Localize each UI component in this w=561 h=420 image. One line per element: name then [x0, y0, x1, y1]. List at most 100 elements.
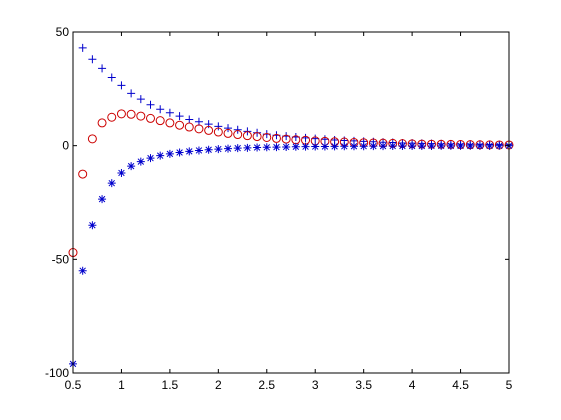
data-point-asterisk [78, 266, 87, 275]
data-point-asterisk [475, 141, 484, 150]
data-point-asterisk [98, 195, 107, 204]
data-point-plus [78, 43, 87, 52]
data-point-asterisk [146, 154, 155, 163]
data-point-asterisk [194, 146, 203, 155]
data-point-circle [204, 125, 214, 135]
data-point-asterisk [379, 142, 388, 151]
data-point-plus [320, 135, 329, 144]
data-point-asterisk [282, 142, 291, 151]
data-point-circle [213, 127, 223, 137]
data-point-asterisk [388, 142, 397, 151]
data-point-asterisk [446, 141, 455, 150]
data-point-plus [88, 55, 97, 64]
data-point-plus [136, 95, 145, 104]
axes-box [72, 31, 510, 374]
data-point-circle [252, 132, 262, 142]
data-point-asterisk [88, 221, 97, 230]
y-tick-label: -50 [52, 252, 70, 266]
x-tick-label: 3 [312, 378, 319, 392]
data-point-asterisk [204, 145, 213, 154]
x-tick-label: 0.5 [65, 378, 82, 392]
y-tick-label: 50 [56, 25, 70, 39]
data-point-asterisk [185, 147, 194, 156]
data-point-plus [165, 108, 174, 117]
data-point-circle [165, 118, 175, 128]
data-point-asterisk [224, 144, 233, 153]
x-tick-label: 4.5 [452, 378, 469, 392]
data-point-plus [127, 89, 136, 98]
data-point-circle [194, 124, 204, 134]
data-point-circle [233, 130, 243, 140]
data-point-asterisk [243, 143, 252, 152]
data-point-asterisk [417, 141, 426, 150]
data-point-asterisk [398, 142, 407, 151]
data-point-asterisk [349, 142, 358, 151]
data-point-asterisk [437, 141, 446, 150]
data-point-circle [223, 128, 233, 138]
axis-ticks: 0.5 1 1.5 2 2.5 3 3.5 4 4.5 5 -100 -50 0 50 [45, 25, 513, 392]
data-point-asterisk [127, 162, 136, 171]
data-point-plus [107, 73, 116, 82]
data-point-plus [185, 115, 194, 124]
data-point-asterisk [253, 143, 262, 152]
data-point-asterisk [107, 179, 116, 188]
data-point-asterisk [408, 141, 417, 150]
x-tick-label: 5 [506, 378, 513, 392]
data-point-asterisk [456, 141, 465, 150]
data-point-circle [271, 133, 281, 143]
data-point-plus [311, 134, 320, 143]
data-point-plus [301, 133, 310, 142]
data-point-asterisk [495, 141, 504, 150]
series-2-asterisk-markers [69, 141, 513, 368]
data-point-asterisk [359, 142, 368, 151]
x-tick-label: 1 [118, 378, 125, 392]
data-point-plus [175, 112, 184, 121]
data-point-plus [146, 100, 155, 109]
data-point-circle [97, 118, 107, 128]
data-point-asterisk [214, 145, 223, 154]
data-point-asterisk [427, 141, 436, 150]
data-point-plus [224, 124, 233, 133]
data-point-asterisk [156, 151, 165, 160]
data-point-circle [136, 111, 146, 121]
data-point-asterisk [117, 168, 126, 177]
data-point-asterisk [466, 141, 475, 150]
data-point-plus [117, 81, 126, 90]
x-tick-label: 2.5 [258, 378, 275, 392]
x-tick-label: 3.5 [355, 378, 372, 392]
data-point-circle [146, 113, 156, 123]
data-point-asterisk [262, 143, 271, 152]
data-point-asterisk [136, 157, 145, 166]
data-point-circle [116, 109, 126, 119]
data-markers [68, 43, 514, 368]
data-point-asterisk [340, 142, 349, 151]
data-point-asterisk [320, 142, 329, 151]
data-point-asterisk [175, 148, 184, 157]
y-tick-label: -100 [45, 366, 69, 380]
data-point-asterisk [330, 142, 339, 151]
data-point-asterisk [233, 144, 242, 153]
data-point-plus [233, 125, 242, 134]
data-point-circle [78, 169, 88, 179]
data-point-circle [87, 134, 97, 144]
x-tick-label: 1.5 [162, 378, 179, 392]
data-point-asterisk [311, 142, 320, 151]
data-point-plus [98, 64, 107, 73]
data-point-circle [262, 132, 272, 142]
data-point-plus [156, 105, 165, 114]
data-point-plus [214, 122, 223, 131]
data-point-circle [242, 131, 252, 141]
x-tick-label: 4 [409, 378, 416, 392]
data-point-asterisk [272, 143, 281, 152]
data-point-asterisk [301, 142, 310, 151]
data-point-asterisk [369, 142, 378, 151]
data-point-circle [155, 116, 165, 126]
data-point-asterisk [291, 142, 300, 151]
data-point-circle [107, 112, 117, 122]
data-point-circle [184, 122, 194, 132]
data-point-asterisk [485, 141, 494, 150]
data-point-circle [175, 120, 185, 130]
x-tick-label: 2 [215, 378, 222, 392]
